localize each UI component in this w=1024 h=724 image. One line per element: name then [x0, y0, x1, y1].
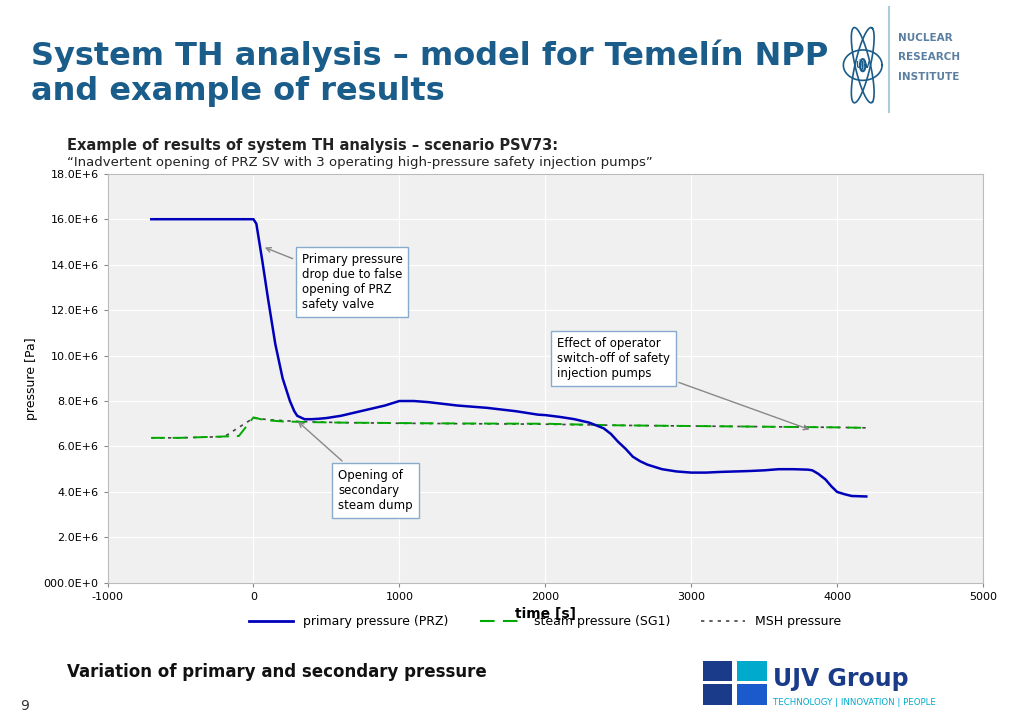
Text: Variation of primary and secondary pressure: Variation of primary and secondary press…	[67, 663, 486, 681]
Y-axis label: pressure [Pa]: pressure [Pa]	[25, 337, 38, 420]
Text: Effect of operator
switch-off of safety
injection pumps: Effect of operator switch-off of safety …	[557, 337, 808, 430]
Text: Primary pressure
drop due to false
opening of PRZ
safety valve: Primary pressure drop due to false openi…	[266, 248, 402, 311]
Legend: primary pressure (PRZ), steam pressure (SG1), MSH pressure: primary pressure (PRZ), steam pressure (…	[245, 610, 846, 634]
Bar	[702, 684, 732, 705]
Text: UJV Group: UJV Group	[773, 667, 908, 691]
Bar	[702, 661, 732, 681]
Text: Opening of
secondary
steam dump: Opening of secondary steam dump	[299, 423, 413, 512]
Text: and example of results: and example of results	[31, 76, 444, 107]
Text: “Inadvertent opening of PRZ SV with 3 operating high-pressure safety injection p: “Inadvertent opening of PRZ SV with 3 op…	[67, 156, 652, 169]
Text: ÚJV: ÚJV	[855, 60, 870, 70]
Text: 9: 9	[20, 699, 30, 713]
X-axis label: time [s]: time [s]	[515, 607, 575, 621]
Text: NUCLEAR: NUCLEAR	[898, 33, 952, 43]
Text: Example of results of system TH analysis – scenario PSV73:: Example of results of system TH analysis…	[67, 138, 558, 153]
Text: TECHNOLOGY | INNOVATION | PEOPLE: TECHNOLOGY | INNOVATION | PEOPLE	[773, 698, 936, 707]
Polygon shape	[860, 59, 865, 71]
Text: RESEARCH: RESEARCH	[898, 52, 961, 62]
Text: INSTITUTE: INSTITUTE	[898, 72, 959, 82]
Bar	[737, 684, 767, 705]
Bar	[737, 661, 767, 681]
Text: System TH analysis – model for Temelín NPP: System TH analysis – model for Temelín N…	[31, 40, 828, 72]
